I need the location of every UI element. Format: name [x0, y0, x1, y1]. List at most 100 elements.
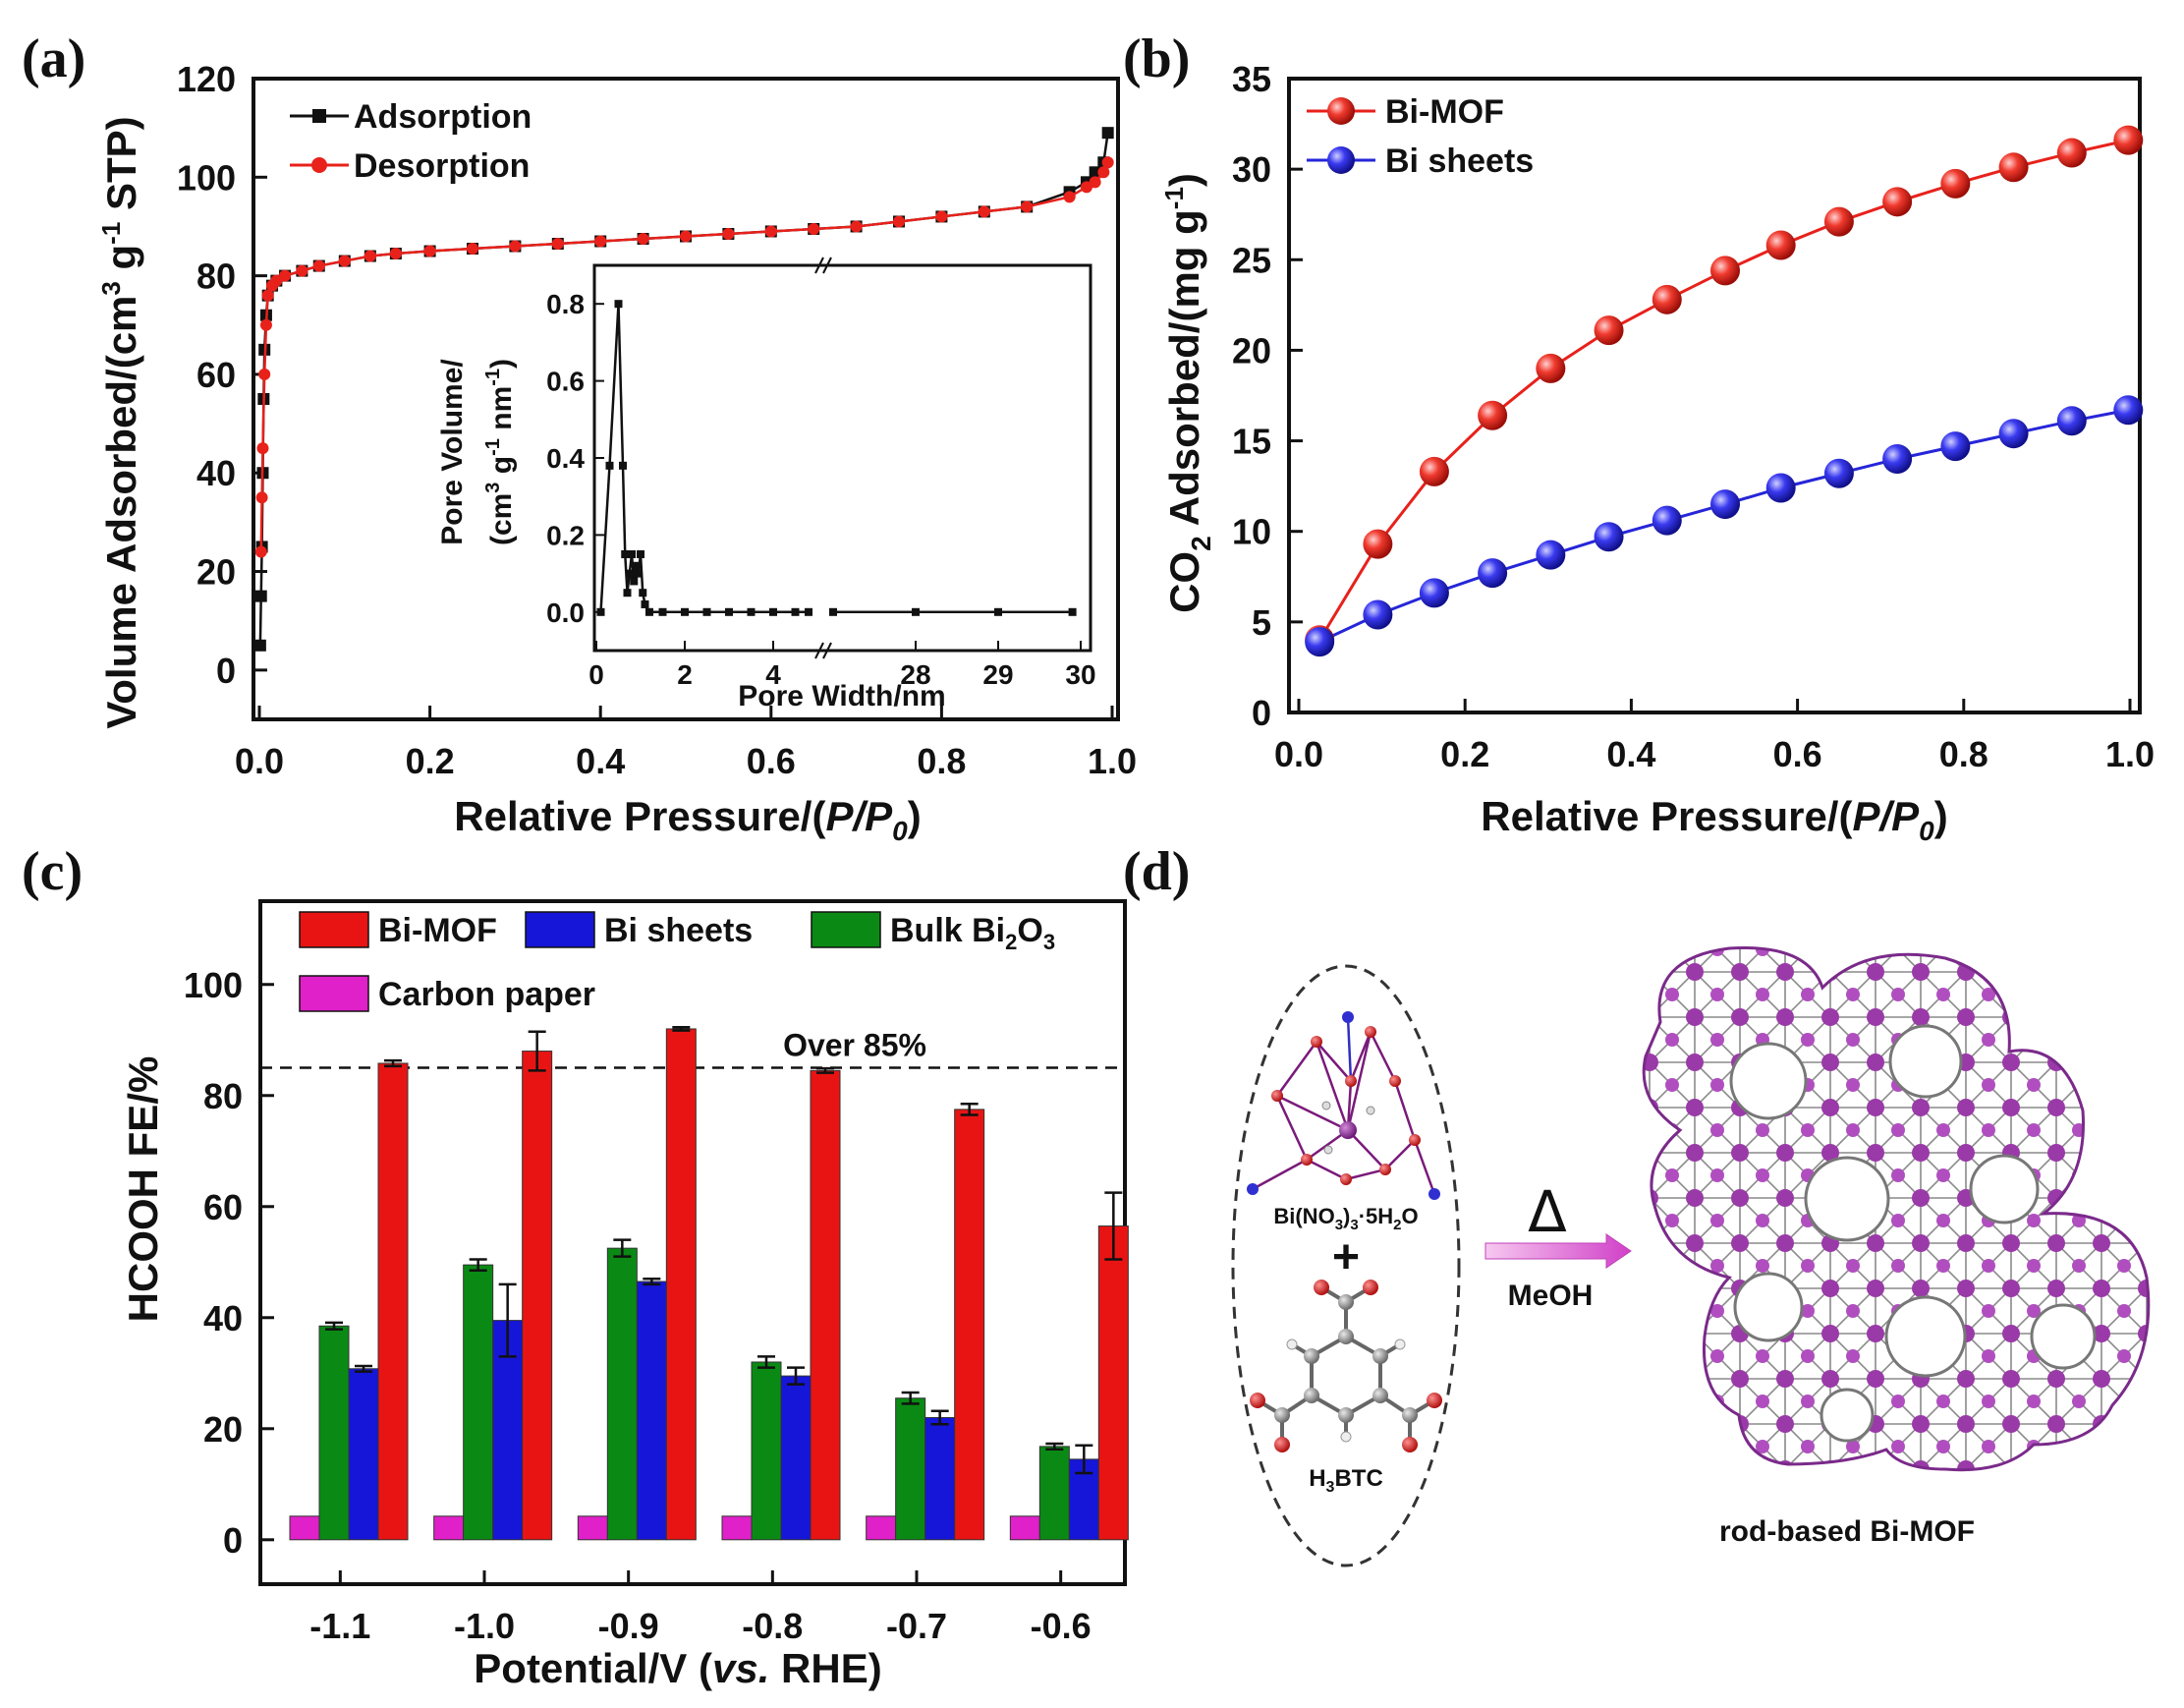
inset-x-axis-title: Pore Width/nm [738, 680, 945, 712]
inset-point [634, 569, 643, 578]
b-point-bi-mof [1998, 152, 2029, 183]
a-point-desorption [259, 318, 272, 331]
inset-axis-break-top [822, 256, 832, 274]
a-point-desorption [258, 368, 271, 380]
c-bar-carbon-paper [577, 1515, 608, 1541]
b-y-tick-label: 15 [1232, 422, 1271, 462]
a-point-desorption [551, 238, 564, 251]
b-point-bi-mof [1882, 187, 1913, 217]
c-x-tick-label: -0.7 [886, 1606, 947, 1646]
inset-axis-break-bottom [814, 642, 824, 659]
c-bar-carbon-paper [289, 1515, 320, 1541]
panel-c-legend: Bi-MOF Bi sheets Bulk Bi2O3 Carbon paper [299, 911, 1055, 1013]
legend-label-bi-sheets-c: Bi sheets [604, 912, 753, 949]
inset-y-tick-label: 0.6 [546, 367, 585, 397]
solvent-label: MeOH [1508, 1280, 1594, 1312]
c-bar-bulk-bi2o3 [751, 1361, 782, 1541]
a-point-desorption [389, 248, 402, 260]
panel-b-y-axis-title: CO2 Adsorbed/(mg g-1) [1159, 173, 1216, 613]
inset-point [625, 569, 634, 578]
reactants-dashed-ellipse [1231, 964, 1461, 1567]
b-x-tick-label: 0.6 [1773, 734, 1822, 774]
b-point-bi-mof [1419, 456, 1449, 486]
c-y-tick-label: 60 [203, 1187, 243, 1227]
a-x-tick-label: 0.2 [406, 741, 455, 781]
inset-y-tick-label: 0.0 [546, 598, 585, 628]
b-point-bi-sheets [1536, 540, 1566, 570]
inset-x-tick-label: 30 [1065, 659, 1095, 690]
b-y-tick-label: 25 [1232, 240, 1271, 280]
panel-b-data [1305, 125, 2144, 657]
a-point-desorption [1101, 156, 1114, 169]
legend-swatch-bi-sheets [525, 911, 595, 948]
a-point-desorption [935, 210, 948, 223]
c-y-tick-label: 80 [203, 1076, 243, 1116]
inset-point [747, 607, 756, 616]
panel-c-data: Over 85% [260, 1026, 1129, 1541]
inset-point [605, 461, 614, 470]
c-bar-bi-mof [954, 1109, 985, 1541]
a-point-desorption [254, 545, 267, 558]
a-x-tick-label: 1.0 [1088, 741, 1137, 781]
legend-label-bulk-bi2o3: Bulk Bi2O3 [890, 912, 1055, 954]
legend-marker-bi-mof [1327, 97, 1355, 125]
a-y-tick-label: 100 [177, 157, 236, 198]
inset-x-tick-label: 29 [982, 659, 1013, 690]
a-point-desorption [1063, 191, 1076, 203]
inset-point [596, 607, 605, 616]
a-point-desorption [850, 220, 863, 233]
b-point-bi-mof [1478, 400, 1508, 430]
a-x-tick-label: 0.6 [747, 741, 796, 781]
a-x-tick-label: 0.0 [235, 741, 284, 781]
a-point-adsorption [1089, 166, 1101, 179]
plus-sign: + [1332, 1231, 1360, 1283]
inset-y-axis-title-line1: Pore Volume/ [436, 359, 469, 545]
b-point-bi-sheets [1709, 489, 1740, 520]
a-point-desorption [296, 264, 308, 277]
inset-point [994, 607, 1002, 616]
b-x-tick-label: 1.0 [2105, 734, 2155, 774]
inset-point [645, 607, 653, 616]
inset-point [702, 607, 711, 616]
legend-marker-adsorption [312, 109, 326, 123]
legend-label-desorption: Desorption [354, 147, 530, 185]
c-x-tick-label: -1.0 [454, 1606, 515, 1646]
a-point-adsorption [254, 590, 267, 602]
a-point-desorption [255, 491, 268, 504]
c-bar-bi-sheets [924, 1416, 956, 1541]
b-point-bi-mof [1709, 256, 1740, 286]
b-y-tick-label: 0 [1252, 693, 1271, 733]
heat-delta-symbol: Δ [1528, 1178, 1567, 1245]
b-point-bi-sheets [2056, 406, 2087, 436]
a-point-desorption [637, 233, 649, 245]
b-point-bi-sheets [1478, 558, 1508, 589]
c-bar-bi-mof [810, 1069, 841, 1541]
panel-c-x-axis-title: Potential/V (vs. RHE) [474, 1645, 881, 1691]
inset-point [769, 607, 777, 616]
c-x-tick-label: -0.6 [1031, 1606, 1092, 1646]
legend-label-bi-mof-c: Bi-MOF [378, 912, 497, 949]
panel-b-axes-frame [1287, 77, 2142, 714]
b-point-bi-sheets [1652, 505, 1682, 536]
b-series-line-bi-mof [1317, 139, 2129, 642]
inset-point [641, 599, 649, 608]
panel-label-c: (c) [22, 841, 83, 902]
legend-marker-bi-sheets [1327, 146, 1355, 174]
panel-d: (d) Bi(NO3)3·5H2O [1123, 841, 2151, 1567]
c-bar-carbon-paper [721, 1515, 753, 1541]
b-point-bi-sheets [1823, 458, 1854, 488]
inset-point [805, 607, 812, 616]
a-y-tick-label: 0 [216, 651, 236, 691]
a-y-tick-label: 120 [177, 59, 236, 99]
inset-point [725, 607, 733, 616]
panel-a-x-axis-title: Relative Pressure/(P/P0) [454, 793, 922, 846]
panel-c-ticks: 0 20 40 60 80 100 -1.1 -1.0 -0.9 -0.8 -0.7 -0.6 [184, 965, 1092, 1646]
panel-b-ticks: 0.0 0.2 0.4 0.6 0.8 1.0 0 5 10 15 20 25 30 35 [1232, 59, 2155, 774]
inset-y-tick-label: 0.4 [546, 443, 585, 474]
a-point-desorption [1080, 181, 1092, 194]
c-reference-label: Over 85% [783, 1028, 926, 1063]
panel-label-d: (d) [1123, 841, 1190, 902]
